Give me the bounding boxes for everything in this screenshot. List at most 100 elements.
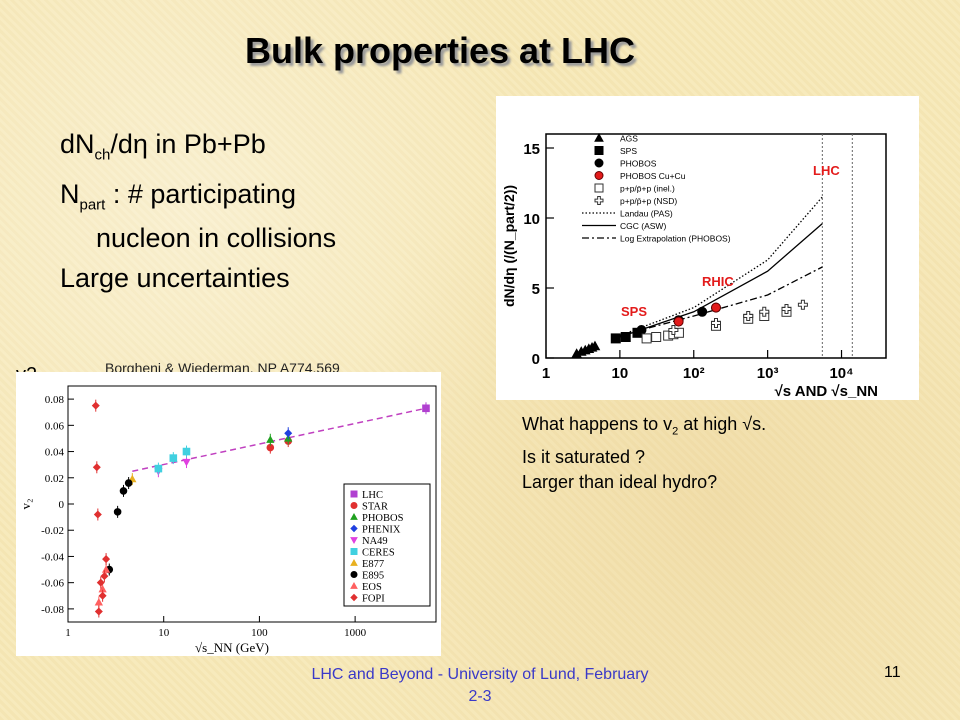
question-line: Is it saturated ? [522,446,646,467]
question-text: What happens to v2 at high √s. Is it sat… [522,412,766,495]
x-axis-label: √s_NN (GeV) [195,640,269,655]
legend-entry: AGS [620,134,638,144]
legend-marker [350,537,358,545]
legend-entry: p+p/p̄+p (inel.) [620,184,675,194]
x-tick-label: 10³ [757,365,779,382]
legend-entry: PHOBOS Cu+Cu [620,171,686,181]
data-point [641,333,652,344]
bullet-npart: Npart : # participating [60,178,480,221]
data-point [96,578,105,587]
v2-chart-panel: -0.08 -0.06 -0.04 -0.02 0 0.02 0.04 0.06 0.08 1 10… [16,372,441,656]
x-tick-label: 100 [251,627,268,639]
annotation-label: RHIC [702,274,734,289]
legend-entry: PHOBOS [362,513,404,524]
footer-text: LHC and Beyond - University of Lund, Feb… [311,666,649,705]
y-tick-label: 0 [59,499,65,511]
annotation-label: LHC [813,163,840,178]
y-tick-label: 5 [532,281,540,298]
y-tick-label: 15 [523,141,540,158]
legend-marker [350,558,358,566]
data-point [284,429,293,438]
x-tick-label: 10 [158,627,170,639]
legend-marker [350,524,358,533]
legend-entry: LHC [362,490,383,501]
legend-marker [350,512,358,520]
legend-marker [594,171,604,180]
legend-marker [594,196,604,205]
legend-entry: Log Extrapolation (PHOBOS) [620,234,731,244]
legend-marker [350,490,358,498]
data-point [113,508,122,516]
data-point [94,607,103,616]
data-point [98,591,107,600]
legend-entry: E895 [362,571,384,582]
x-tick-label: 1 [65,627,71,639]
legend-box [343,483,431,607]
data-point [589,340,601,351]
data-point [620,332,631,342]
bullet-uncertainties: Large uncertainties [60,262,290,293]
y-tick-label: 0.06 [45,420,65,432]
data-point [697,306,708,317]
data-point [668,325,679,335]
data-point [93,510,102,519]
question-subscript: 2 [672,425,679,438]
data-point [94,598,103,606]
y-tick-label: -0.02 [41,525,64,537]
data-point [154,464,163,473]
x-tick-label: 1 [542,365,550,382]
y-tick-label: -0.08 [41,604,64,616]
data-point [100,572,109,581]
x-tick-label: 10 [612,365,629,382]
data-point [102,555,111,564]
data-point [673,316,684,327]
question-line: What happens to v2 at high √s. [522,412,766,445]
y-tick-label: -0.04 [41,551,64,563]
data-point [711,302,721,313]
y-tick-label: -0.06 [41,578,64,590]
model-curve [619,266,823,337]
y-tick-label: 0.04 [45,447,65,459]
page-number: 11 [884,664,901,681]
data-point [759,306,770,317]
legend-marker [350,502,358,509]
annotation-label: SPS [621,304,647,319]
data-point [651,332,662,342]
data-point [636,325,647,335]
legend-entry: PHOBOS [620,159,657,169]
data-point [91,401,100,410]
data-point [266,435,275,443]
bullet-text: dN [60,129,95,159]
v2-chart: -0.08 -0.06 -0.04 -0.02 0 0.02 0.04 0.06 0.08 1 10… [18,385,437,655]
bullet-list: dNch/dη in Pb+Pb Npart : # participating… [60,128,480,302]
data-point [743,311,754,321]
model-curve [619,223,823,338]
trend-line [132,407,427,472]
x-tick-label: 10⁴ [829,365,853,382]
legend-entry: CERES [362,548,395,559]
x-axis-label: √s AND √s_NN [775,383,878,400]
y-tick-label: 0.02 [45,473,64,485]
legend-entry: E877 [362,559,384,570]
legend-marker [594,132,604,142]
bullet-text: N [60,179,80,210]
data-point [797,299,808,310]
bullet-subscript: part [79,196,106,214]
plot-frame [545,133,887,359]
data-point [182,447,191,456]
legend-marker [594,183,604,193]
legend-entry: STAR [362,502,388,513]
y-tick-label: 10 [523,211,540,228]
data-point [119,487,128,495]
data-point [422,404,430,413]
legend-entry: SPS [620,146,637,156]
legend-marker [350,593,358,602]
legend-marker [350,571,358,578]
question-line-text: What happens to v [522,414,673,434]
legend-marker [350,548,358,555]
legend-entry: PHENIX [362,525,401,536]
legend-marker [594,158,604,168]
question-line-text-rest: at high √s. [678,414,767,434]
data-point [182,458,191,467]
question-line: Larger than ideal hydro? [522,471,718,492]
